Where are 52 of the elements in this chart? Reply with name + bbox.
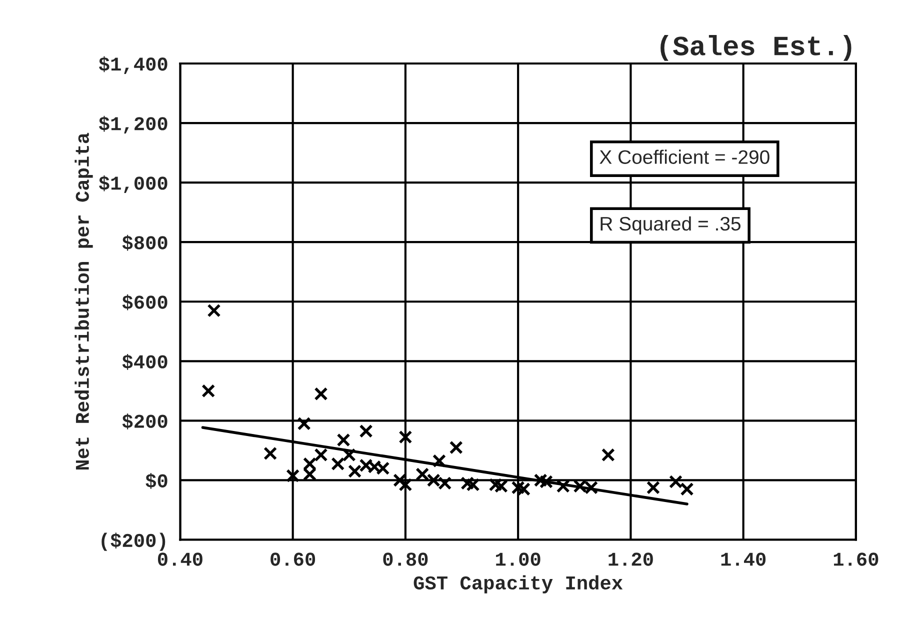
point: [432, 454, 446, 468]
point: [207, 304, 221, 318]
annotation: R Squared = .35: [600, 216, 740, 234]
point: [302, 457, 316, 471]
point: [264, 446, 278, 460]
x-tick-label: 0.80: [383, 552, 428, 566]
point: [680, 482, 694, 496]
point: [314, 448, 328, 462]
y-tick-label: $400: [122, 354, 168, 370]
point: [488, 478, 502, 492]
y-tick-label: $200: [122, 413, 168, 430]
annotation: X Coefficient = -290: [600, 150, 770, 164]
point: [398, 478, 412, 492]
point: [494, 479, 508, 493]
y-tick-label: $0: [146, 473, 168, 489]
y-tick-label: $800: [122, 234, 168, 251]
point: [601, 448, 615, 462]
point: [460, 476, 474, 490]
point: [668, 474, 683, 488]
point: [336, 433, 350, 447]
x-tick-label: 0.40: [158, 552, 202, 566]
x-tick-label: 0.60: [270, 552, 316, 566]
chart-title: (Sales Est.): [660, 35, 852, 61]
point: [556, 479, 570, 493]
point: [539, 474, 553, 488]
y-tick-label: $600: [122, 294, 168, 310]
point: [342, 448, 356, 462]
point: [466, 478, 480, 492]
point: [359, 424, 373, 438]
point: [202, 384, 216, 398]
y-tick-label: ($200): [102, 532, 166, 551]
x-tick-label: 1.20: [608, 552, 653, 566]
point: [416, 467, 430, 482]
x-tick-label: 1.60: [834, 552, 878, 566]
point: [646, 480, 660, 494]
x-tick-label: 1.40: [721, 552, 766, 566]
point: [297, 416, 311, 430]
point: [286, 468, 300, 483]
y-tick-label: $1,400: [99, 56, 168, 74]
x-tick-label: 1.00: [496, 552, 540, 566]
point: [331, 457, 345, 471]
y-tick-label: $1,000: [99, 175, 168, 194]
y-axis-title: Net Redistribution per Capita: [74, 132, 93, 470]
point: [398, 430, 412, 444]
point: [534, 473, 548, 487]
point: [511, 480, 525, 494]
point: [314, 387, 328, 401]
point: [302, 467, 316, 482]
point: [449, 440, 463, 454]
y-tick-label: $1,200: [99, 116, 168, 134]
point: [348, 464, 362, 478]
x-axis-title: GST Capacity Index: [414, 575, 623, 594]
